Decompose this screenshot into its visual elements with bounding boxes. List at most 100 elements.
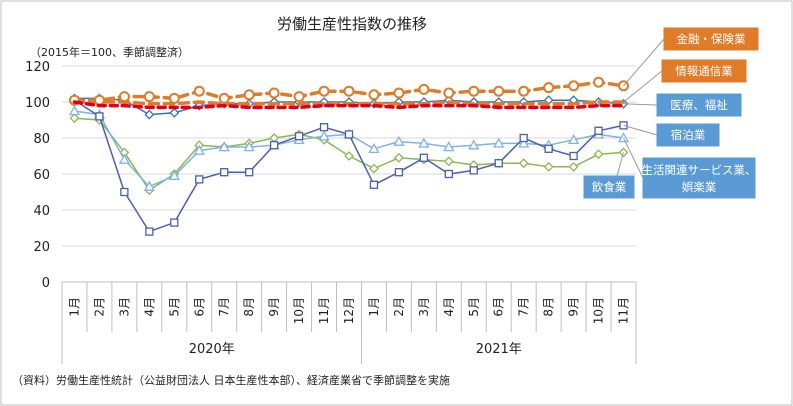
series-line [72, 100, 626, 106]
data-point [419, 153, 429, 162]
data-point [168, 92, 180, 104]
data-point [593, 149, 604, 160]
y-tick-label: 100 [25, 96, 50, 111]
data-point [93, 94, 105, 106]
data-point [568, 161, 579, 172]
source-note: （資料）労働生産性統計（公益財団法人 日本生産性本部）、経済産業省で季節調整を実… [12, 374, 450, 387]
data-point [568, 80, 580, 92]
x-tick-label: 7月 [217, 297, 231, 317]
data-point [494, 159, 503, 168]
callout-leader [623, 70, 663, 103]
data-point [518, 85, 530, 97]
x-tick-label: 3月 [117, 297, 131, 317]
data-point [543, 161, 554, 172]
data-point [245, 168, 254, 177]
data-point [269, 141, 279, 150]
data-point [569, 151, 578, 161]
y-tick-label: 20 [33, 240, 50, 255]
data-point [443, 156, 454, 167]
data-point [170, 218, 179, 227]
data-point [544, 144, 553, 153]
data-point [344, 151, 354, 161]
data-point [393, 152, 404, 163]
callout-leader [623, 38, 665, 87]
data-point [118, 91, 130, 103]
data-point [568, 133, 580, 145]
data-point [95, 112, 104, 121]
data-point [143, 180, 155, 191]
chart-title: 労働生産性指数の推移 [277, 15, 427, 33]
x-tick-label: 3月 [417, 297, 431, 317]
x-tick-label: 9月 [567, 297, 581, 317]
y-tick-label: 60 [33, 168, 50, 183]
series-label: 情報通信業 [675, 64, 733, 78]
data-point [468, 85, 480, 97]
data-point [593, 76, 605, 88]
callout-box [642, 157, 756, 199]
data-point [369, 163, 379, 174]
data-point [468, 139, 480, 150]
callout-leader [623, 103, 658, 106]
data-point [69, 113, 80, 124]
x-tick-label: 5月 [167, 297, 181, 317]
data-point [518, 137, 530, 148]
data-point [168, 169, 180, 181]
data-point [118, 153, 130, 164]
data-point [145, 227, 154, 236]
data-point [594, 126, 603, 135]
callout-box [663, 27, 759, 51]
callout-box [583, 175, 635, 199]
data-point [393, 135, 405, 146]
x-tick-label: 2月 [392, 297, 406, 317]
data-point [443, 141, 455, 152]
series-label: 飲食業 [592, 180, 627, 194]
callout-leader [623, 137, 644, 179]
x-tick-label: 12月 [342, 297, 356, 324]
data-point [144, 109, 155, 120]
callout-box [661, 59, 747, 83]
series-line [73, 110, 625, 188]
x-tick-label: 11月 [317, 297, 331, 324]
data-point [243, 89, 255, 101]
year-label: 2021年 [476, 342, 522, 357]
callout-box [656, 93, 742, 117]
x-tick-label: 2月 [92, 297, 106, 317]
data-point [243, 141, 255, 152]
data-point [195, 175, 204, 184]
x-tick-label: 9月 [267, 297, 281, 317]
x-tick-label: 10月 [592, 297, 606, 324]
data-point [444, 169, 453, 179]
data-point [493, 137, 505, 148]
data-point [318, 85, 330, 97]
data-point [368, 142, 380, 154]
data-point [318, 130, 330, 141]
x-tick-label: 8月 [542, 297, 556, 317]
data-point [143, 91, 155, 103]
x-tick-label: 7月 [517, 297, 531, 317]
data-point [543, 82, 555, 94]
data-point [193, 85, 205, 97]
data-point [218, 92, 230, 104]
callout-leader [623, 124, 658, 136]
x-tick-label: 10月 [292, 297, 306, 324]
series-label: 医療、福祉 [670, 98, 728, 112]
series-label: 生活関連サービス業、 [642, 163, 757, 177]
x-tick-label: 6月 [192, 297, 206, 317]
data-point [369, 180, 379, 189]
x-tick-label: 1月 [67, 297, 81, 317]
series-label: 娯楽業 [682, 180, 717, 194]
data-point [519, 133, 528, 143]
x-tick-label: 4月 [442, 297, 456, 317]
y-tick-label: 80 [33, 132, 50, 147]
data-point [493, 85, 505, 97]
data-point [343, 85, 355, 97]
data-point [294, 132, 304, 141]
series-label: 金融・保険業 [677, 32, 746, 46]
year-label: 2020年 [189, 342, 235, 357]
data-point [469, 166, 478, 175]
data-point [319, 123, 329, 132]
data-point [68, 105, 81, 116]
data-point [619, 121, 628, 130]
